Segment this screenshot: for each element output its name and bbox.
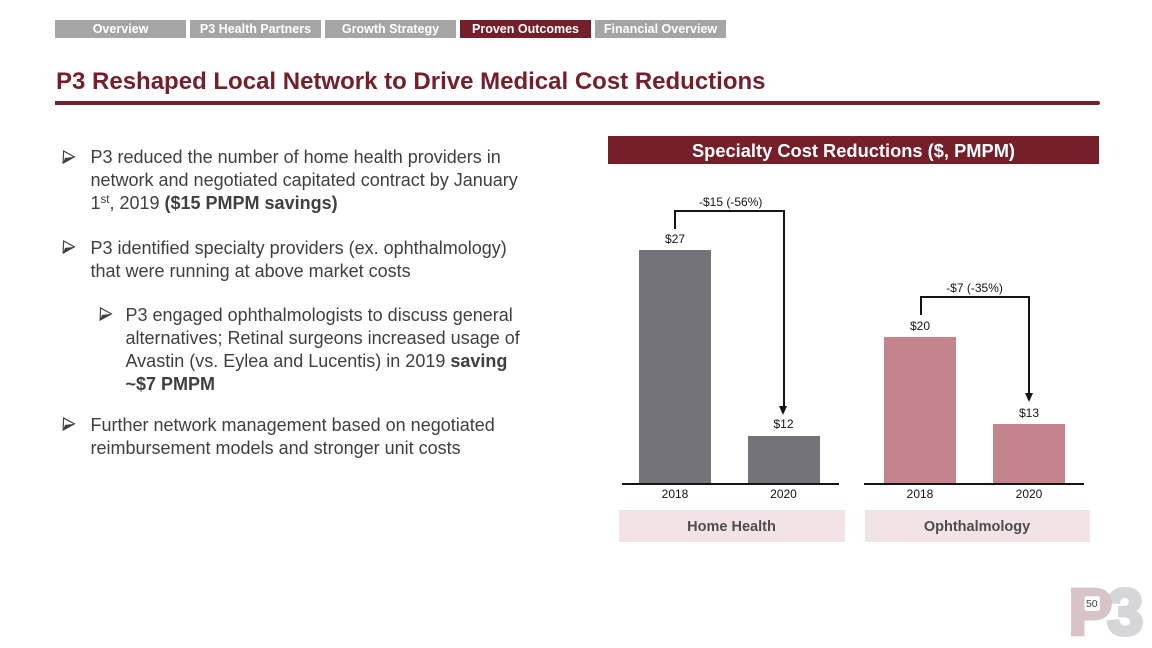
svg-text:P: P bbox=[1069, 578, 1112, 648]
svg-text:50: 50 bbox=[1086, 598, 1098, 610]
svg-text:3: 3 bbox=[1107, 578, 1143, 648]
